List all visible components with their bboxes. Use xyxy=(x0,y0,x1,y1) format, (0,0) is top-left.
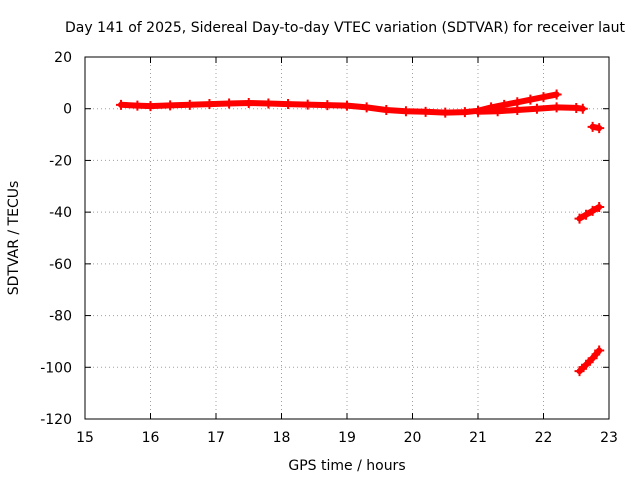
data-point xyxy=(574,213,585,224)
data-point xyxy=(587,121,598,132)
data-point xyxy=(459,107,470,118)
data-point xyxy=(132,100,143,111)
data-point xyxy=(587,353,598,364)
data-point xyxy=(551,102,562,113)
data-point xyxy=(577,103,588,114)
y-tick-label: 0 xyxy=(63,102,72,118)
data-point xyxy=(322,100,333,111)
y-tick-label: -80 xyxy=(49,309,72,325)
data-point xyxy=(116,99,127,110)
data-point xyxy=(594,201,605,212)
data-point xyxy=(381,105,392,116)
data-point xyxy=(224,98,235,109)
data-point xyxy=(440,107,451,118)
chart-title: Day 141 of 2025, Sidereal Day-to-day VTE… xyxy=(65,20,626,36)
data-point xyxy=(400,106,411,117)
data-point xyxy=(302,99,313,110)
series-band xyxy=(576,347,603,375)
x-tick-label: 15 xyxy=(76,430,94,446)
x-tick-label: 18 xyxy=(273,430,291,446)
y-tick-label: -120 xyxy=(40,412,72,428)
data-point xyxy=(263,98,274,109)
data-point xyxy=(184,99,195,110)
x-tick-label: 16 xyxy=(142,430,160,446)
data-point xyxy=(574,366,585,377)
data-point xyxy=(473,106,483,117)
data-point xyxy=(243,98,254,109)
data-point xyxy=(551,89,562,100)
x-tick-label: 19 xyxy=(338,430,356,446)
x-tick-label: 17 xyxy=(207,430,225,446)
x-tick-label: 23 xyxy=(600,430,618,446)
data-point xyxy=(594,123,605,134)
data-point xyxy=(165,100,176,111)
y-axis-label: SDTVAR / TECUs xyxy=(6,181,22,296)
data-point xyxy=(587,205,598,216)
data-point xyxy=(283,99,294,110)
data-point xyxy=(361,102,372,113)
y-tick-label: -100 xyxy=(40,360,72,376)
y-tick-label: 20 xyxy=(54,50,72,66)
x-axis-label: GPS time / hours xyxy=(288,458,405,474)
series-band xyxy=(576,204,603,222)
x-ticks: 15 16 17 18 19 20 21 22 23 xyxy=(76,57,618,446)
x-tick-label: 22 xyxy=(535,430,553,446)
data-point xyxy=(204,99,215,110)
data-points xyxy=(116,89,605,377)
x-tick-label: 21 xyxy=(469,430,487,446)
data-point xyxy=(581,209,592,220)
x-tick-label: 20 xyxy=(404,430,422,446)
y-ticks: 20 0 -20 -40 -60 -80 -100 -120 xyxy=(40,50,609,428)
y-tick-label: -60 xyxy=(49,257,72,273)
data-point xyxy=(512,105,523,116)
y-tick-label: -20 xyxy=(49,153,72,169)
grid xyxy=(85,57,609,419)
data-point xyxy=(525,94,536,105)
y-tick-label: -40 xyxy=(49,205,72,221)
data-point xyxy=(420,106,431,117)
data-point xyxy=(594,345,605,356)
data-point xyxy=(342,100,352,111)
data-point xyxy=(492,106,503,117)
data-point xyxy=(538,92,549,103)
data-point xyxy=(531,103,542,114)
data-point xyxy=(145,101,156,112)
data-point xyxy=(581,359,592,370)
